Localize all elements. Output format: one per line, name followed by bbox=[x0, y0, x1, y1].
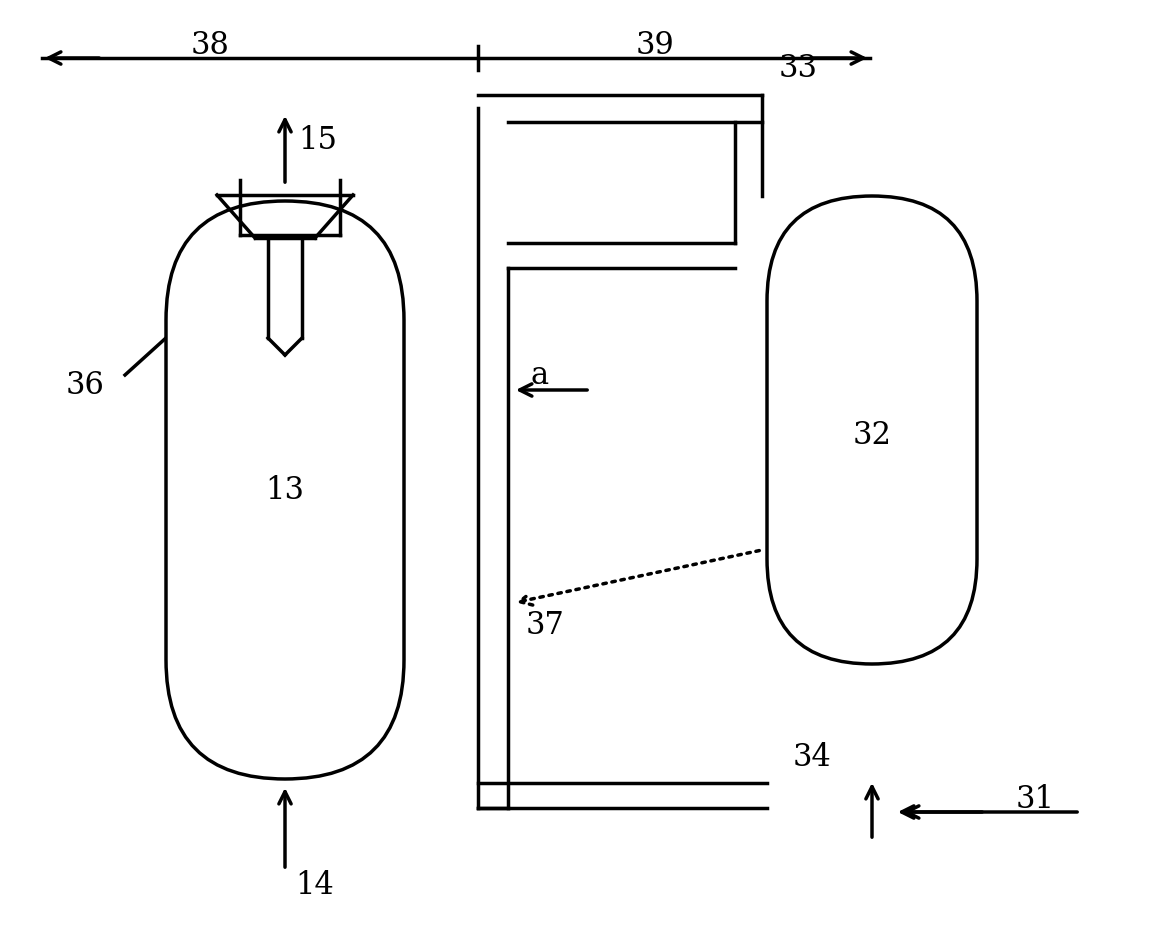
Text: 32: 32 bbox=[853, 420, 891, 450]
Text: a: a bbox=[531, 359, 549, 391]
Text: 39: 39 bbox=[636, 29, 674, 61]
Text: 31: 31 bbox=[1016, 785, 1055, 815]
Text: 13: 13 bbox=[265, 475, 305, 505]
Text: 34: 34 bbox=[793, 742, 832, 774]
FancyBboxPatch shape bbox=[767, 196, 977, 664]
Text: 36: 36 bbox=[66, 370, 104, 400]
Text: 15: 15 bbox=[298, 124, 338, 155]
Text: 33: 33 bbox=[779, 52, 818, 83]
Text: 38: 38 bbox=[190, 29, 230, 61]
Text: 37: 37 bbox=[526, 610, 564, 641]
FancyBboxPatch shape bbox=[167, 201, 404, 779]
Text: 14: 14 bbox=[296, 869, 334, 901]
